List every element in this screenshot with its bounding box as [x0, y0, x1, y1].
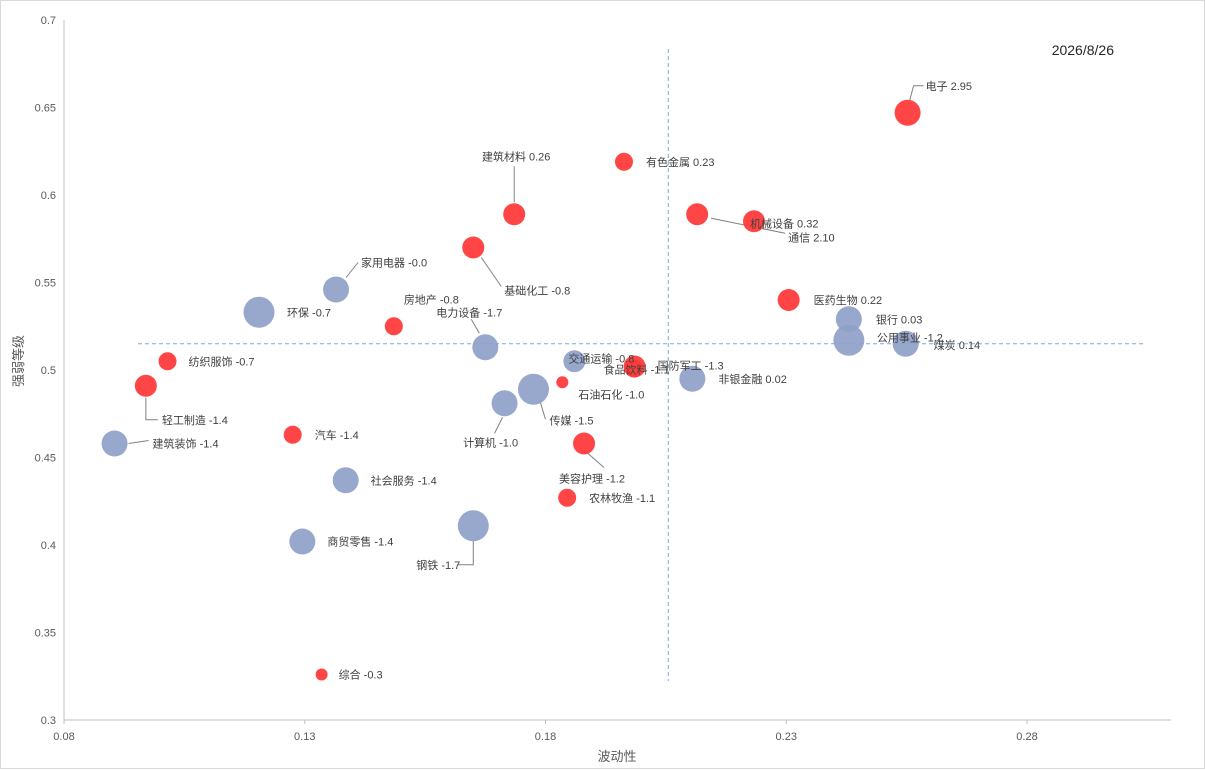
data-point-综合[interactable]: [315, 668, 328, 681]
data-label: 轻工制造 -1.4: [162, 413, 228, 427]
data-point-非银金融[interactable]: [679, 365, 706, 392]
data-label: 环保 -0.7: [287, 305, 331, 319]
y-tick-label: 0.6: [41, 190, 56, 202]
data-label: 建筑装饰 -1.4: [153, 437, 219, 451]
data-point-煤炭[interactable]: [892, 330, 919, 357]
x-tick-label: 0.18: [535, 731, 556, 743]
data-label: 石油石化 -1.0: [578, 387, 644, 401]
label-leader-lines: [128, 85, 924, 566]
x-axis-title: 波动性: [597, 749, 636, 764]
y-tick-label: 0.5: [41, 365, 56, 377]
data-point-社会服务[interactable]: [332, 467, 359, 494]
x-tick-label: 0.28: [1016, 731, 1037, 743]
x-tick-label: 0.23: [776, 731, 797, 743]
data-label: 综合 -0.3: [339, 668, 383, 682]
data-label: 通信 2.10: [788, 231, 834, 244]
y-axis-title: 强弱等级: [11, 335, 26, 387]
data-point-通信[interactable]: [686, 203, 709, 226]
data-label: 钢铁 -1.7: [416, 559, 460, 572]
data-point-家用电器[interactable]: [323, 276, 350, 303]
data-label: 传媒 -1.5: [549, 414, 593, 427]
axes-group: 0.3 0.35 0.4 0.45 0.5 0.55 0.6 0.65 0.7 0.08 0.13 0…: [35, 15, 1171, 743]
data-point-轻工制造[interactable]: [134, 374, 157, 397]
label-leader-line: [470, 319, 480, 334]
data-point-交通运输[interactable]: [563, 350, 586, 373]
data-label: 纺织服饰 -0.7: [189, 354, 255, 368]
y-tick-label: 0.55: [35, 278, 56, 290]
data-label: 非银金融 0.02: [718, 372, 786, 386]
label-leader-line: [128, 440, 149, 444]
data-point-纺织服饰[interactable]: [158, 352, 177, 371]
label-leader-line: [480, 257, 502, 287]
y-tick-label: 0.45: [35, 453, 56, 465]
data-point-建筑装饰[interactable]: [101, 430, 128, 457]
data-label: 银行 0.03: [876, 312, 922, 326]
data-point-机械设备[interactable]: [742, 210, 765, 233]
data-label: 电子 2.95: [926, 80, 972, 93]
data-point-汽车[interactable]: [283, 425, 302, 444]
data-label: 食品饮料 -1.1: [604, 363, 670, 377]
data-label: 农林牧渔 -1.1: [589, 491, 655, 505]
label-leader-line: [494, 417, 504, 434]
data-point-国防军工[interactable]: [624, 359, 643, 378]
data-label: 计算机 -1.0: [463, 435, 518, 449]
data-label: 家用电器 -0.0: [361, 256, 427, 270]
label-leader-line: [909, 85, 924, 101]
x-tick-label: 0.13: [294, 731, 315, 743]
data-label: 商贸零售 -1.4: [327, 535, 393, 549]
data-label: 电力设备 -1.7: [436, 305, 502, 319]
label-leader-line: [145, 397, 158, 421]
data-label: 医药生物 0.22: [814, 293, 882, 307]
data-point-计算机[interactable]: [491, 390, 518, 417]
y-tick-label: 0.7: [41, 15, 56, 27]
data-point-银行[interactable]: [835, 306, 862, 333]
data-point-电力设备[interactable]: [472, 334, 499, 361]
data-point-美容护理[interactable]: [573, 432, 596, 455]
data-points: [101, 99, 921, 681]
data-point-基础化工[interactable]: [462, 236, 485, 259]
x-tick-label: 0.08: [53, 731, 74, 743]
data-label: 建筑材料 0.26: [482, 149, 550, 163]
data-point-钢铁[interactable]: [457, 510, 489, 542]
date-annotation: 2026/8/26: [1052, 42, 1114, 58]
data-point-公用事业[interactable]: [833, 324, 865, 356]
label-leader-line: [457, 539, 474, 566]
y-tick-label: 0.35: [35, 628, 56, 640]
data-label: 美容护理 -1.2: [559, 472, 625, 486]
data-point-石油石化[interactable]: [556, 376, 569, 389]
y-tick-label: 0.65: [35, 103, 56, 115]
data-label: 汽车 -1.4: [315, 428, 359, 442]
data-point-医药生物[interactable]: [777, 289, 800, 311]
data-point-传媒[interactable]: [517, 373, 549, 405]
data-label: 煤炭 0.14: [934, 339, 980, 352]
label-leader-line: [587, 453, 605, 468]
data-label: 社会服务 -1.4: [371, 473, 437, 487]
data-point-有色金属[interactable]: [614, 152, 633, 171]
data-label: 机械设备 0.32: [750, 216, 818, 230]
data-point-房地产[interactable]: [384, 317, 403, 336]
data-point-电子[interactable]: [894, 99, 921, 126]
data-label: 交通运输 -0.8: [568, 351, 634, 365]
reference-lines: [138, 49, 1144, 681]
y-tick-label: 0.3: [41, 715, 56, 727]
data-label: 房地产 -0.8: [404, 292, 459, 306]
data-label: 公用事业 -1.2: [877, 331, 943, 344]
data-point-环保[interactable]: [243, 296, 275, 328]
data-point-商贸零售[interactable]: [289, 528, 316, 555]
data-label: 有色金属 0.23: [646, 155, 714, 169]
data-point-建筑材料[interactable]: [503, 203, 526, 226]
data-point-农林牧渔[interactable]: [558, 488, 577, 507]
data-label: 基础化工 -0.8: [504, 284, 570, 298]
data-label: 国防军工 -1.3: [658, 358, 724, 372]
label-leader-line: [345, 262, 359, 278]
y-tick-label: 0.4: [41, 540, 56, 552]
